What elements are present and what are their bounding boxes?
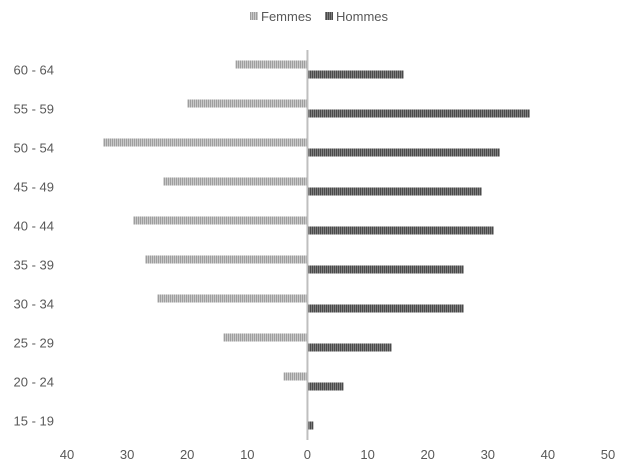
bar-femmes-25-29: [223, 333, 308, 342]
y-tick-label: 30 - 34: [14, 297, 54, 312]
x-tick-label: 0: [304, 447, 311, 462]
legend-swatch-hommes: [325, 12, 333, 20]
bar-hommes-45-49: [307, 187, 482, 196]
bar-femmes-45-49: [163, 177, 308, 186]
y-tick-label: 40 - 44: [14, 219, 54, 234]
bar-femmes-20-24: [283, 372, 308, 381]
y-tick-label: 60 - 64: [14, 63, 54, 78]
bar-hommes-20-24: [307, 382, 344, 391]
legend-label-femmes: Femmes: [261, 9, 312, 24]
bar-hommes-30-34: [307, 304, 464, 313]
bar-hommes-55-59: [307, 109, 530, 118]
y-tick-label: 15 - 19: [14, 414, 54, 429]
bar-hommes-35-39: [307, 265, 464, 274]
bar-hommes-50-54: [307, 148, 500, 157]
legend-swatch-femmes: [250, 12, 258, 20]
bar-femmes-60-64: [235, 60, 308, 69]
y-tick-label: 45 - 49: [14, 180, 54, 195]
y-tick-label: 50 - 54: [14, 141, 54, 156]
legend-label-hommes: Hommes: [336, 9, 389, 24]
y-tick-label: 55 - 59: [14, 102, 54, 117]
bar-femmes-55-59: [187, 99, 308, 108]
x-tick-label: 20: [420, 447, 434, 462]
bar-hommes-40-44: [307, 226, 494, 235]
x-tick-label: 30: [120, 447, 134, 462]
bar-femmes-40-44: [133, 216, 308, 225]
legend: Femmes Hommes: [250, 9, 389, 24]
x-tick-label: 40: [60, 447, 74, 462]
axis-layer: 60 - 64 55 - 59 50 - 54 45 - 49 40 - 44 35 - …: [14, 50, 615, 462]
bar-femmes-30-34: [157, 294, 308, 303]
bars-layer: [103, 60, 530, 430]
y-tick-label: 20 - 24: [14, 375, 54, 390]
y-tick-label: 35 - 39: [14, 258, 54, 273]
x-tick-label: 40: [541, 447, 555, 462]
y-tick-label: 25 - 29: [14, 336, 54, 351]
bar-femmes-50-54: [103, 138, 308, 147]
bar-hommes-60-64: [307, 70, 404, 79]
x-tick-label: 20: [180, 447, 194, 462]
bar-femmes-35-39: [145, 255, 308, 264]
x-tick-label: 30: [481, 447, 495, 462]
x-tick-label: 10: [240, 447, 254, 462]
x-tick-label: 10: [360, 447, 374, 462]
x-tick-label: 50: [601, 447, 615, 462]
bar-hommes-25-29: [307, 343, 392, 352]
bar-hommes-15-19: [307, 421, 314, 430]
